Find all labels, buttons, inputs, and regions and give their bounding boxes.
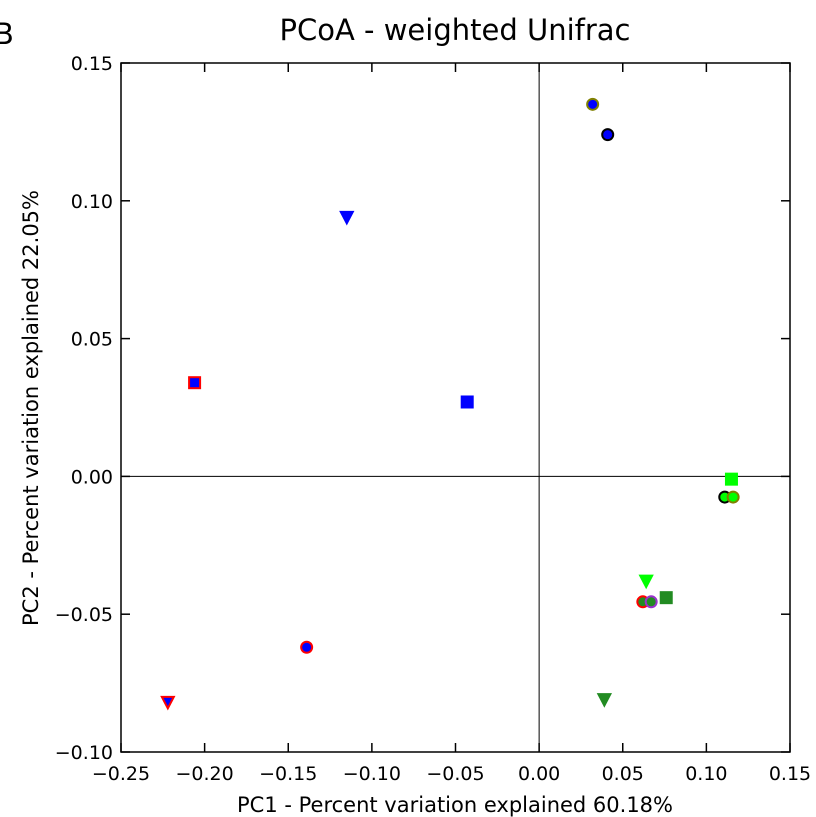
data-points — [160, 97, 740, 711]
y-tick-label: 0.15 — [71, 53, 113, 75]
x-tick-label: −0.20 — [176, 763, 234, 785]
x-axis-title: PC1 - Percent variation explained 60.18% — [237, 793, 673, 817]
y-tick-label: 0.05 — [71, 329, 113, 351]
chart-title: PCoA - weighted Unifrac — [280, 13, 631, 47]
data-point-circle — [601, 128, 615, 142]
x-tick-label: −0.10 — [343, 763, 401, 785]
y-tick-label: 0.10 — [71, 191, 113, 213]
data-point-square — [659, 591, 673, 605]
axis-ticks: −0.25 −0.20 −0.15 −0.10 −0.05 0.00 0.05 0.10 0.1… — [55, 53, 811, 785]
x-tick-label: 0.15 — [769, 763, 811, 785]
zero-lines — [121, 63, 790, 752]
y-tick-label: −0.10 — [55, 742, 113, 764]
plot-frame — [120, 62, 791, 753]
y-tick-label: −0.05 — [55, 604, 113, 626]
data-point-triangle — [160, 695, 176, 711]
data-point-square — [188, 376, 202, 390]
data-point-circle — [644, 595, 658, 609]
data-point-circle — [586, 97, 600, 111]
y-axis-title: PC2 - Percent variation explained 22.05% — [19, 190, 43, 626]
data-point-square — [724, 472, 738, 486]
x-tick-label: −0.05 — [426, 763, 484, 785]
data-point-circle — [726, 490, 740, 504]
x-tick-label: 0.05 — [602, 763, 644, 785]
x-tick-label: −0.15 — [259, 763, 317, 785]
data-point-circle — [300, 640, 314, 654]
data-point-square — [460, 395, 474, 409]
x-tick-label: −0.25 — [92, 763, 150, 785]
data-point-triangle — [596, 693, 613, 708]
data-point-triangle — [638, 574, 654, 590]
data-point-triangle — [339, 210, 355, 226]
y-tick-label: 0.00 — [71, 466, 113, 488]
panel-letter: B — [0, 17, 14, 51]
x-tick-label: 0.00 — [518, 763, 560, 785]
x-tick-label: 0.10 — [685, 763, 727, 785]
